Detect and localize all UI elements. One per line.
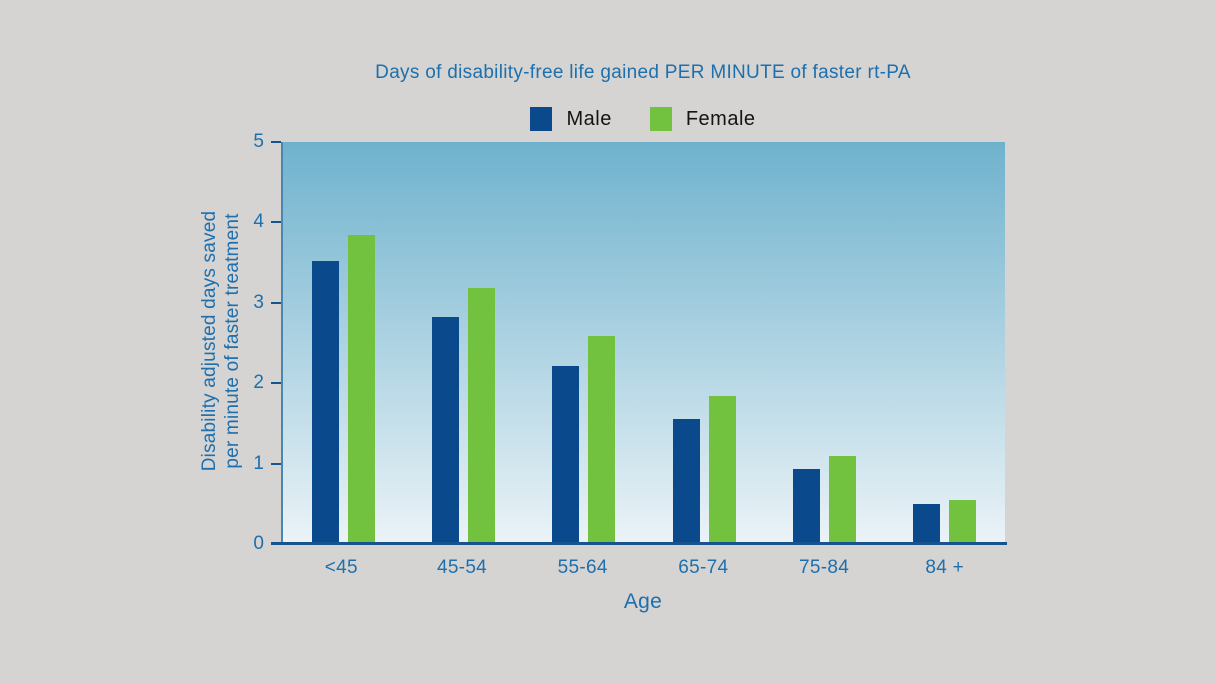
x-tick-label-<45: <45 — [324, 557, 358, 578]
y-tick-label-2: 2 — [253, 372, 264, 394]
bar-group-75-84 — [764, 142, 884, 544]
y-tick-label-4: 4 — [253, 211, 264, 233]
plot-area — [281, 142, 1005, 544]
y-tick-label-3: 3 — [253, 291, 264, 313]
y-tick-2 — [271, 382, 281, 385]
bar-male-75-84 — [792, 469, 820, 544]
bar-group-45-54 — [403, 142, 523, 544]
bar-male-<45 — [311, 261, 339, 544]
y-tick-4 — [271, 221, 281, 224]
bar-male-65-74 — [672, 419, 700, 544]
bar-female-65-74 — [708, 396, 736, 544]
bar-group-55-64 — [524, 142, 644, 544]
bar-female-45-54 — [467, 288, 495, 544]
x-tick-label-55-64: 55-64 — [557, 557, 608, 578]
y-tick-label-5: 5 — [253, 131, 264, 152]
bar-male-55-64 — [552, 366, 580, 544]
bar-group-<45 — [283, 142, 403, 544]
y-axis-ticks — [271, 141, 281, 545]
bar-male-84 + — [913, 503, 941, 544]
bar-female-75-84 — [828, 455, 856, 544]
bar-group-65-74 — [644, 142, 764, 544]
legend-swatch-male — [530, 107, 553, 131]
legend-label-male: Male — [566, 107, 612, 130]
x-tick-label-84 +: 84 + — [925, 557, 965, 578]
chart-title: Days of disability-free life gained PER … — [375, 62, 911, 83]
x-tick-label-45-54: 45-54 — [436, 557, 488, 578]
y-tick-label-0: 0 — [253, 533, 264, 554]
legend-swatch-female — [649, 107, 672, 131]
bar-female-84 + — [949, 499, 977, 544]
bar-female-55-64 — [588, 335, 616, 544]
x-tick-label-75-84: 75-84 — [798, 557, 850, 578]
x-tick-label-65-74: 65-74 — [678, 557, 729, 578]
y-tick-1 — [271, 462, 281, 465]
y-tick-label-1: 1 — [253, 452, 264, 474]
y-axis-tick-labels: 0 1 2 3 4 5 — [226, 131, 264, 554]
y-tick-5 — [271, 141, 281, 143]
bar-male-45-54 — [431, 317, 459, 544]
legend-item-male: Male — [530, 107, 611, 131]
legend-label-female: Female — [685, 107, 756, 130]
legend-item-female: Female — [649, 107, 756, 131]
x-axis-tick-labels: <45 45-54 55-64 65-74 75-84 84 + — [281, 557, 1005, 581]
x-axis-title: Age — [623, 590, 663, 613]
x-axis-line — [271, 542, 1007, 545]
bar-female-<45 — [347, 235, 375, 544]
bar-group-84 + — [885, 142, 1005, 544]
y-tick-3 — [271, 301, 281, 304]
legend: Male Female — [281, 104, 1005, 134]
